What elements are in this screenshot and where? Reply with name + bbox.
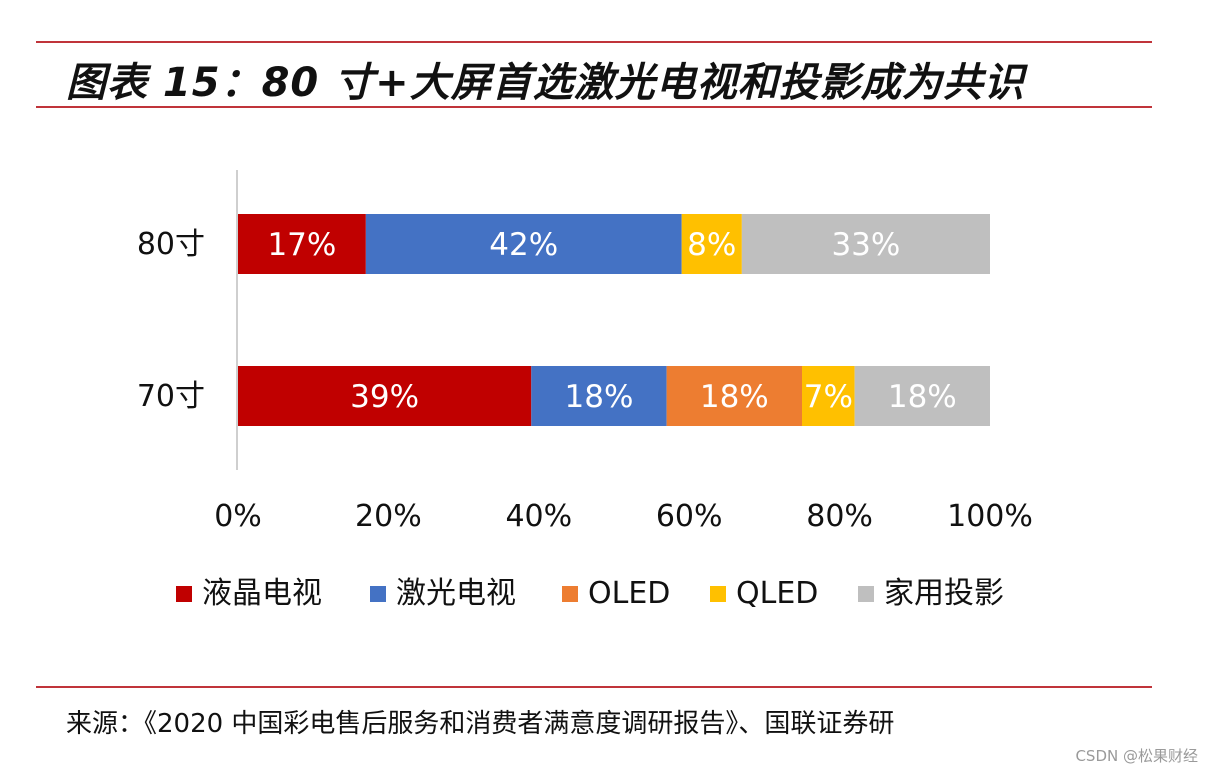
x-tick-label: 0% <box>214 499 262 534</box>
x-tick-label: 60% <box>656 499 723 534</box>
chart-title: 图表 15：80 寸+大屏首选激光电视和投影成为共识 <box>66 60 1025 106</box>
legend-swatch <box>370 586 386 602</box>
bar-segment <box>802 366 855 426</box>
legend-label: 液晶电视 <box>202 576 322 611</box>
x-tick-label: 40% <box>505 499 572 534</box>
legend-label: QLED <box>736 576 818 611</box>
x-tick-label: 100% <box>947 499 1033 534</box>
watermark: CSDN @松果财经 <box>1075 747 1198 765</box>
data-label: 18% <box>888 379 957 415</box>
legend-swatch <box>562 586 578 602</box>
legend-swatch <box>176 586 192 602</box>
top-rule <box>36 41 1152 43</box>
bar-segment <box>681 214 742 274</box>
data-label: 33% <box>831 227 900 263</box>
bar-segment <box>854 366 990 426</box>
data-label: 42% <box>489 227 558 263</box>
title-underline <box>36 106 1152 108</box>
bar-segment <box>666 366 802 426</box>
data-label: 8% <box>687 227 736 263</box>
legend-label: 家用投影 <box>884 576 1004 611</box>
legend-label: 激光电视 <box>396 576 516 611</box>
bar-segment <box>238 366 532 426</box>
data-label: 7% <box>804 379 853 415</box>
legend-label: OLED <box>588 576 670 611</box>
source-note: 来源：《2020 中国彩电售后服务和消费者满意度调研报告》、国联证券研 <box>66 709 895 739</box>
x-tick-label: 80% <box>806 499 873 534</box>
data-label: 18% <box>700 379 769 415</box>
bar-segment <box>365 214 682 274</box>
y-tick-label: 70寸 <box>137 379 205 414</box>
stacked-bar-chart: 80寸 17% 42% 8% 33% 70寸 39% 18% 18% 7% 18% 0% 20% 40% 6… <box>137 170 1033 611</box>
legend-swatch <box>710 586 726 602</box>
y-tick-label: 80寸 <box>137 227 205 262</box>
data-label: 18% <box>565 379 634 415</box>
legend-swatch <box>858 586 874 602</box>
bar-segment <box>531 366 667 426</box>
data-label: 39% <box>350 379 419 415</box>
bar-segment <box>238 214 366 274</box>
data-label: 17% <box>267 227 336 263</box>
x-tick-label: 20% <box>355 499 422 534</box>
bar-segment <box>741 214 990 274</box>
bottom-rule <box>36 686 1152 688</box>
